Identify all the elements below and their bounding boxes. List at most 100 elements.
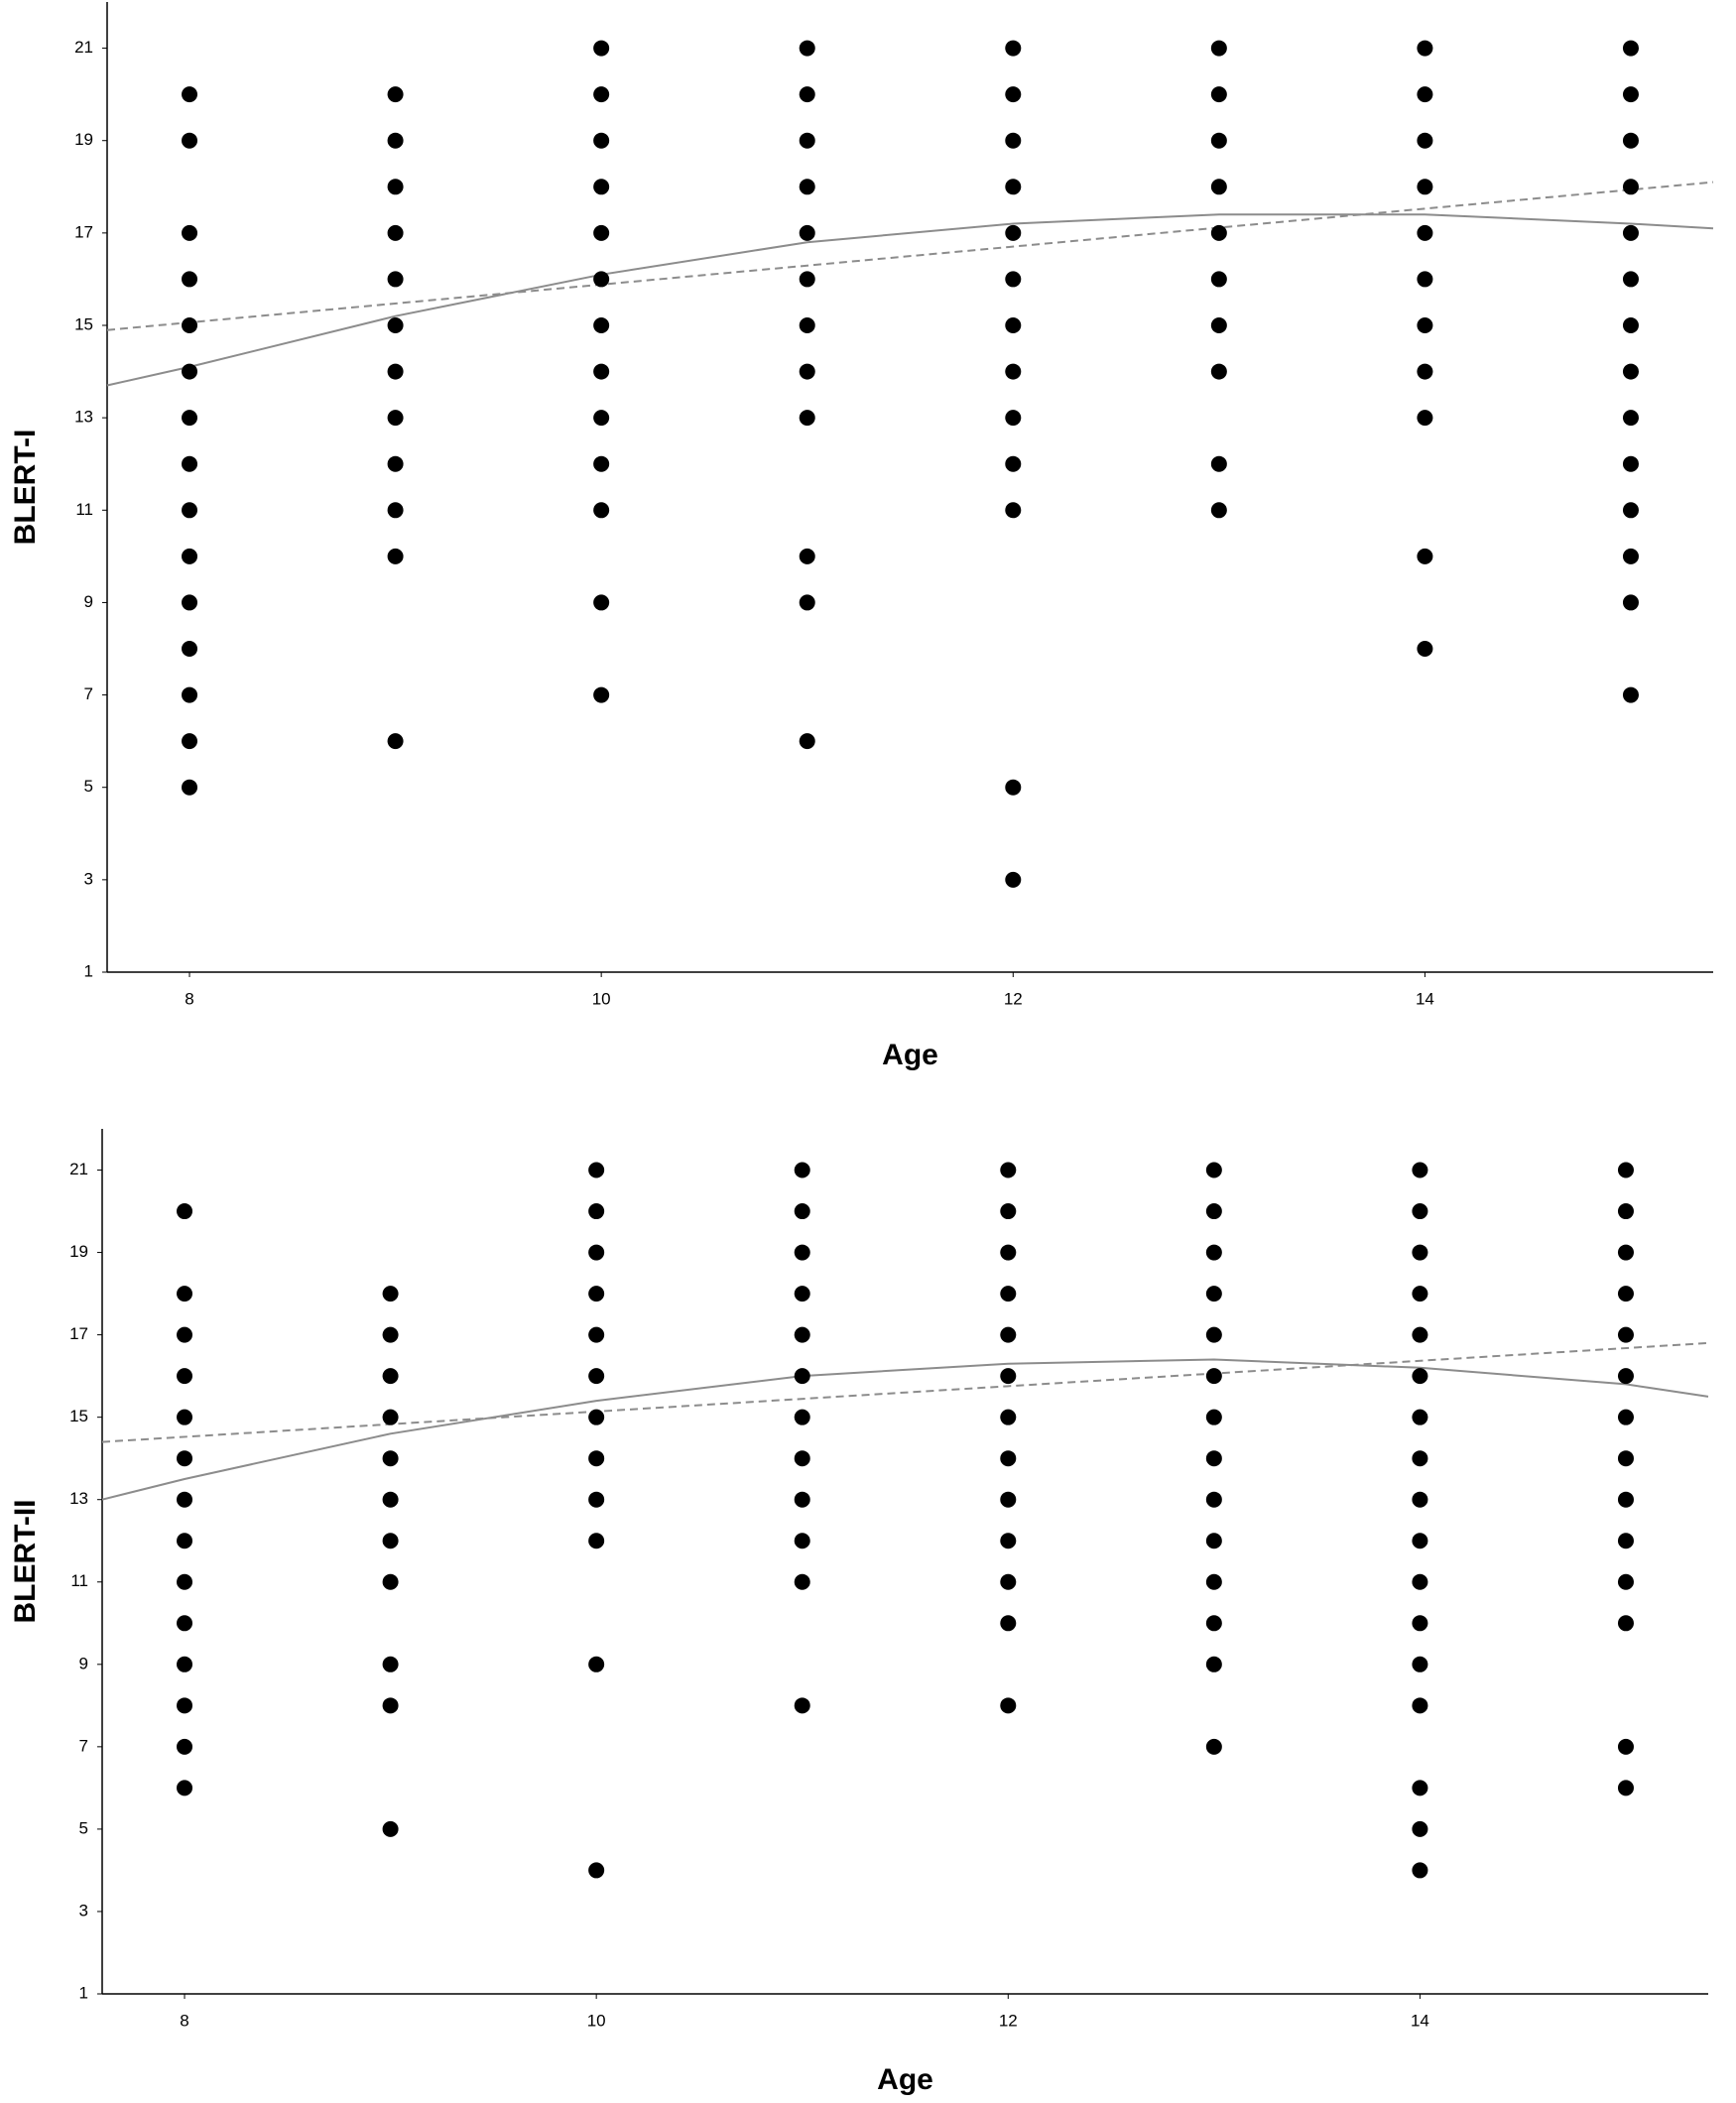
data-point bbox=[1005, 363, 1022, 380]
data-point bbox=[1417, 548, 1433, 564]
y-tick-label: 11 bbox=[70, 1571, 88, 1590]
data-point bbox=[1205, 1573, 1222, 1590]
data-point bbox=[182, 132, 198, 149]
data-point bbox=[1622, 502, 1639, 519]
x-tick-label: 10 bbox=[592, 989, 611, 1008]
data-point bbox=[1622, 317, 1639, 333]
x-axis-title: Age bbox=[882, 1039, 938, 1071]
data-point bbox=[177, 1491, 193, 1508]
data-point bbox=[1412, 1697, 1428, 1714]
data-point bbox=[1617, 1203, 1634, 1220]
data-point bbox=[1622, 132, 1639, 149]
data-point bbox=[1617, 1615, 1634, 1632]
data-point bbox=[794, 1697, 810, 1714]
data-point bbox=[794, 1368, 810, 1385]
data-point bbox=[1622, 594, 1639, 611]
fit-line bbox=[101, 1341, 1709, 1443]
data-point bbox=[182, 271, 198, 288]
data-point bbox=[1205, 1203, 1222, 1220]
y-tick-label: 19 bbox=[74, 130, 93, 149]
data-point bbox=[1205, 1533, 1222, 1549]
data-point bbox=[182, 410, 198, 427]
data-point bbox=[588, 1162, 605, 1178]
data-point bbox=[177, 1533, 193, 1549]
data-point bbox=[1210, 502, 1227, 519]
x-tick-label: 12 bbox=[1004, 989, 1023, 1008]
x-axis-title: Age bbox=[877, 2063, 933, 2096]
data-point bbox=[799, 548, 815, 564]
data-point bbox=[1000, 1450, 1017, 1467]
data-point bbox=[1005, 871, 1022, 888]
y-tick-label: 15 bbox=[69, 1407, 88, 1425]
data-point bbox=[182, 317, 198, 333]
data-point bbox=[382, 1533, 399, 1549]
y-tick-label: 7 bbox=[84, 684, 93, 703]
x-tick-label: 10 bbox=[587, 2011, 606, 2030]
data-point bbox=[1412, 1615, 1428, 1632]
data-point bbox=[794, 1162, 810, 1178]
data-point bbox=[182, 779, 198, 796]
data-point bbox=[799, 40, 815, 57]
data-point bbox=[794, 1326, 810, 1343]
y-tick-label: 3 bbox=[79, 1901, 88, 1919]
data-point bbox=[593, 179, 610, 195]
data-point bbox=[182, 733, 198, 750]
y-tick-label: 5 bbox=[84, 777, 93, 796]
data-point bbox=[1412, 1162, 1428, 1178]
data-point bbox=[1000, 1409, 1017, 1425]
data-point bbox=[1005, 502, 1022, 519]
data-point bbox=[593, 86, 610, 103]
data-point bbox=[182, 86, 198, 103]
data-point bbox=[593, 132, 610, 149]
data-point bbox=[1412, 1450, 1428, 1467]
y-axis-title: BLERT-II bbox=[9, 1500, 42, 1624]
data-point bbox=[182, 594, 198, 611]
data-point bbox=[1617, 1326, 1634, 1343]
data-point bbox=[1412, 1286, 1428, 1302]
data-point bbox=[1000, 1491, 1017, 1508]
data-point bbox=[387, 548, 404, 564]
data-point bbox=[1417, 410, 1433, 427]
data-point bbox=[1412, 1862, 1428, 1879]
data-point bbox=[588, 1203, 605, 1220]
data-point bbox=[387, 410, 404, 427]
data-point bbox=[1417, 271, 1433, 288]
data-point bbox=[382, 1820, 399, 1837]
data-point bbox=[387, 179, 404, 195]
data-point bbox=[1417, 641, 1433, 657]
y-tick-label: 5 bbox=[79, 1818, 88, 1837]
data-point bbox=[1000, 1533, 1017, 1549]
data-point bbox=[1000, 1203, 1017, 1220]
data-point bbox=[1005, 410, 1022, 427]
data-point bbox=[1412, 1409, 1428, 1425]
data-point bbox=[588, 1862, 605, 1879]
data-point bbox=[1005, 455, 1022, 472]
data-point bbox=[1622, 179, 1639, 195]
data-point bbox=[382, 1697, 399, 1714]
data-point bbox=[1617, 1244, 1634, 1261]
data-point bbox=[588, 1244, 605, 1261]
data-point bbox=[794, 1203, 810, 1220]
data-point bbox=[1417, 224, 1433, 241]
data-point bbox=[1005, 86, 1022, 103]
x-tick-label: 8 bbox=[185, 989, 193, 1008]
data-point bbox=[794, 1491, 810, 1508]
data-point bbox=[1412, 1491, 1428, 1508]
data-point bbox=[1000, 1244, 1017, 1261]
x-tick-label: 14 bbox=[1416, 989, 1434, 1008]
data-point bbox=[588, 1286, 605, 1302]
data-point bbox=[1005, 779, 1022, 796]
data-point bbox=[588, 1533, 605, 1549]
data-point bbox=[1210, 179, 1227, 195]
data-point bbox=[1205, 1738, 1222, 1755]
data-point bbox=[794, 1450, 810, 1467]
data-point bbox=[588, 1409, 605, 1425]
data-point bbox=[382, 1326, 399, 1343]
data-point bbox=[1205, 1615, 1222, 1632]
data-point bbox=[593, 686, 610, 703]
data-point bbox=[387, 224, 404, 241]
fit-line bbox=[106, 181, 1714, 331]
data-point bbox=[799, 317, 815, 333]
data-point bbox=[1005, 317, 1022, 333]
